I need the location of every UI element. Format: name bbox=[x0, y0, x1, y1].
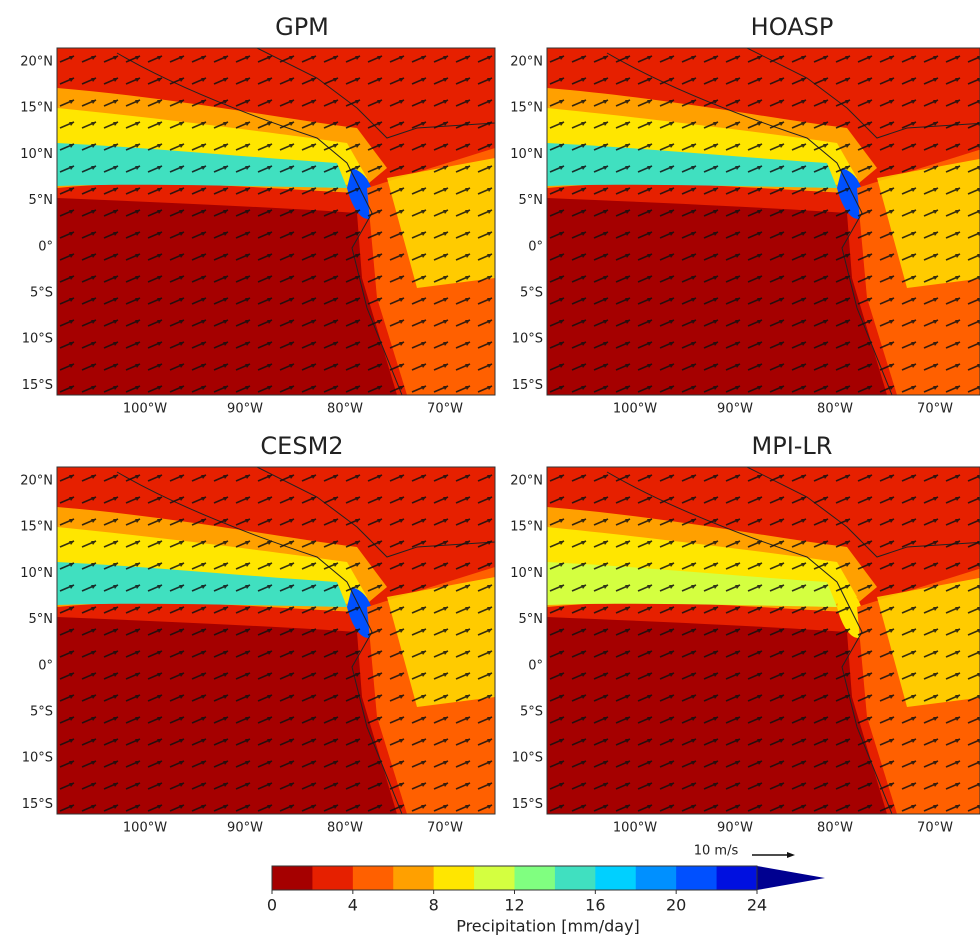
lat-label: 20°N bbox=[20, 474, 53, 489]
colorbar-segment bbox=[514, 866, 556, 890]
lat-label: 5°S bbox=[520, 705, 543, 720]
panel-title: GPM bbox=[275, 13, 329, 41]
lat-label: 10°S bbox=[512, 332, 543, 347]
lat-label: 0° bbox=[38, 239, 53, 254]
lat-label: 15°S bbox=[22, 378, 53, 393]
lon-label: 100°W bbox=[123, 821, 167, 836]
wind-vectors bbox=[547, 48, 980, 395]
colorbar-segment bbox=[635, 866, 677, 890]
wind-key-label: 10 m/s bbox=[694, 844, 739, 859]
colorbar-tick-label: 4 bbox=[348, 896, 358, 915]
colorbar-segment bbox=[554, 866, 596, 890]
lon-label: 80°W bbox=[327, 402, 363, 417]
colorbar-tick-label: 24 bbox=[747, 896, 767, 915]
lat-label: 15°N bbox=[510, 520, 543, 535]
colorbar-tick-label: 16 bbox=[585, 896, 605, 915]
lat-label: 10°S bbox=[22, 751, 53, 766]
map-frame bbox=[56, 47, 496, 396]
wind-key-head bbox=[787, 852, 795, 858]
panel-title: CESM2 bbox=[260, 432, 343, 460]
lon-label: 70°W bbox=[917, 821, 953, 836]
lat-label: 15°S bbox=[512, 378, 543, 393]
lat-label: 10°N bbox=[510, 566, 543, 581]
lat-label: 15°N bbox=[510, 101, 543, 116]
lat-label: 5°N bbox=[29, 193, 54, 208]
lon-label: 80°W bbox=[817, 821, 853, 836]
colorbar-tick-label: 20 bbox=[666, 896, 686, 915]
lat-label: 10°S bbox=[512, 751, 543, 766]
map-frame bbox=[56, 466, 496, 815]
lat-label: 0° bbox=[528, 658, 543, 673]
colorbar-segment bbox=[676, 866, 718, 890]
lon-label: 90°W bbox=[227, 402, 263, 417]
lat-label: 10°N bbox=[510, 147, 543, 162]
lon-label: 80°W bbox=[817, 402, 853, 417]
lat-label: 0° bbox=[528, 239, 543, 254]
colorbar-segment bbox=[474, 866, 515, 890]
panel-title: MPI-LR bbox=[752, 432, 833, 460]
colorbar-segment bbox=[716, 866, 758, 890]
map-frame bbox=[546, 466, 980, 815]
lat-label: 15°S bbox=[22, 797, 53, 812]
colorbar-segment bbox=[393, 866, 435, 890]
lat-label: 10°N bbox=[20, 147, 53, 162]
lon-label: 90°W bbox=[717, 402, 753, 417]
lat-label: 5°N bbox=[519, 612, 544, 627]
lon-label: 80°W bbox=[327, 821, 363, 836]
lon-label: 70°W bbox=[917, 402, 953, 417]
lat-label: 5°S bbox=[30, 286, 53, 301]
lat-label: 15°N bbox=[20, 520, 53, 535]
colorbar-segment bbox=[272, 866, 313, 890]
lat-label: 5°N bbox=[29, 612, 54, 627]
lat-label: 0° bbox=[38, 658, 53, 673]
lat-label: 5°S bbox=[520, 286, 543, 301]
lon-label: 70°W bbox=[427, 402, 463, 417]
wind-vectors bbox=[57, 48, 495, 395]
lat-label: 10°S bbox=[22, 332, 53, 347]
colorbar-segment bbox=[312, 866, 354, 890]
panel-title: HOASP bbox=[751, 13, 834, 41]
lat-label: 20°N bbox=[510, 474, 543, 489]
lon-label: 100°W bbox=[613, 821, 657, 836]
colorbar-label: Precipitation [mm/day] bbox=[456, 917, 640, 936]
wind-vectors bbox=[57, 467, 495, 814]
colorbar-segment bbox=[352, 866, 394, 890]
map-panel bbox=[57, 48, 495, 395]
lon-label: 100°W bbox=[613, 402, 657, 417]
map-panel bbox=[547, 48, 980, 395]
lon-label: 90°W bbox=[717, 821, 753, 836]
lon-label: 100°W bbox=[123, 402, 167, 417]
map-panel bbox=[57, 467, 495, 814]
lat-label: 10°N bbox=[20, 566, 53, 581]
map-frame bbox=[546, 47, 980, 396]
lon-label: 90°W bbox=[227, 821, 263, 836]
lat-label: 20°N bbox=[510, 55, 543, 70]
colorbar-extension bbox=[757, 866, 825, 890]
map-panel bbox=[547, 467, 980, 814]
colorbar-tick-label: 0 bbox=[267, 896, 277, 915]
lon-label: 70°W bbox=[427, 821, 463, 836]
lat-label: 15°S bbox=[512, 797, 543, 812]
lat-label: 20°N bbox=[20, 55, 53, 70]
wind-vectors bbox=[547, 467, 980, 814]
colorbar-tick-label: 12 bbox=[504, 896, 524, 915]
colorbar-segment bbox=[595, 866, 637, 890]
colorbar-segment bbox=[433, 866, 475, 890]
lat-label: 5°S bbox=[30, 705, 53, 720]
lat-label: 5°N bbox=[519, 193, 544, 208]
lat-label: 15°N bbox=[20, 101, 53, 116]
colorbar-tick-label: 8 bbox=[429, 896, 439, 915]
